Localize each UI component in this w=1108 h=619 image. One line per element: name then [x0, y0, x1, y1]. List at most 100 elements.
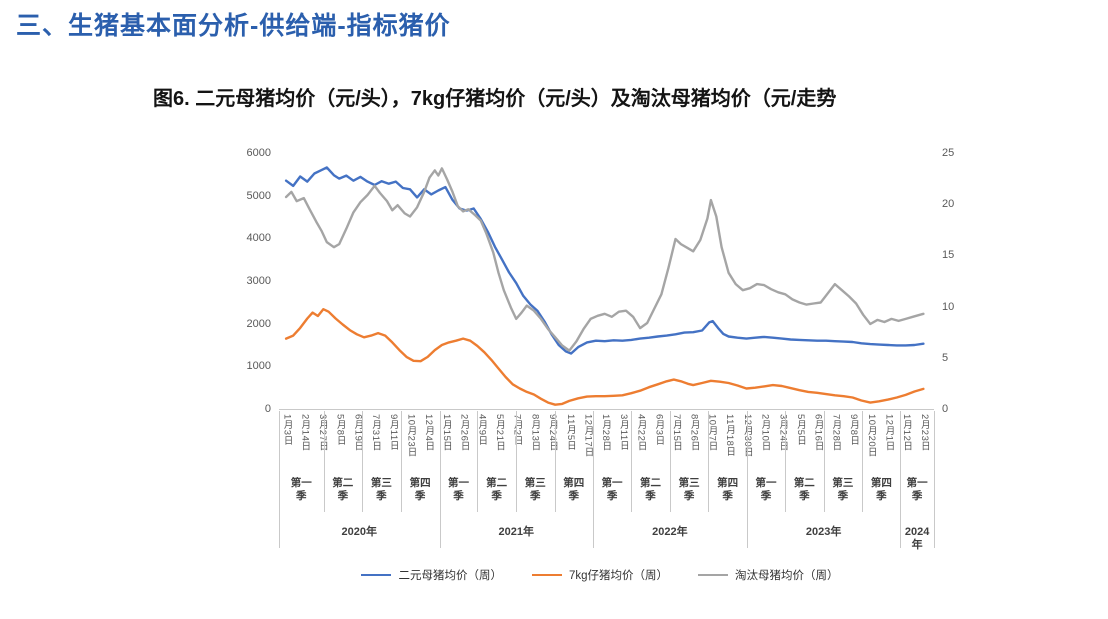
left-axis-tick-label: 2000 [246, 317, 271, 330]
x-axis-quarter-label: 第一季 [448, 477, 469, 502]
x-axis-date-label: 7月28日 [830, 414, 842, 452]
left-axis-tick-label: 1000 [246, 360, 271, 373]
axis-year-separator [900, 411, 901, 548]
right-axis-tick-label: 15 [942, 249, 955, 262]
x-axis-date-label: 7月31日 [370, 414, 382, 452]
legend-item: 二元母猪均价（周） [361, 567, 502, 583]
x-axis-date-label: 4月22日 [635, 414, 647, 452]
x-axis-year-label: 2021年 [498, 526, 534, 538]
legend-label: 7kg仔猪均价（周） [568, 570, 669, 582]
axis-quarter-separator [670, 411, 671, 512]
axis-quarter-separator [362, 411, 363, 512]
left-axis-tick-label: 5000 [246, 189, 271, 202]
x-axis-date-label: 8月13日 [529, 414, 541, 452]
x-axis-year-label: 2024年 [904, 526, 930, 552]
series-line-1 [284, 166, 925, 355]
x-axis-date-label: 9月11日 [387, 414, 399, 451]
x-axis-date-label: 5月21日 [494, 414, 505, 452]
axis-year-separator [279, 411, 280, 548]
axis-quarter-separator [631, 411, 632, 512]
left-axis-tick-label: 3000 [246, 275, 271, 287]
x-axis-year-label: 2023年 [805, 526, 842, 538]
axis-quarter-separator [516, 411, 517, 512]
x-axis-date-label: 4月9日 [476, 414, 488, 446]
x-axis-quarter-label: 第一季 [906, 477, 928, 502]
x-axis-quarter-label: 第二季 [486, 477, 508, 502]
legend-line-swatch [531, 574, 562, 576]
right-axis-tick-label: 10 [942, 300, 955, 313]
left-axis-tick-label: 0 [264, 403, 271, 415]
x-axis-date-label: 6月16日 [812, 414, 824, 452]
x-axis-date-label: 11月5日 [564, 414, 576, 451]
x-axis-quarter-label: 第三季 [678, 477, 700, 502]
x-axis-quarter-label: 第三季 [832, 477, 854, 502]
series-line-3 [284, 167, 925, 352]
x-axis-quarter-label: 第三季 [370, 477, 392, 502]
x-axis-date-label: 5月8日 [334, 414, 346, 446]
right-axis-tick-label: 20 [942, 198, 955, 211]
left-axis-tick-label: 4000 [246, 232, 271, 245]
x-axis-date-label: 10月23日 [405, 414, 417, 458]
x-axis-date-label: 8月26日 [688, 414, 700, 452]
series-line-2 [284, 308, 925, 406]
axis-quarter-separator [862, 411, 863, 512]
x-axis-quarter-label: 第一季 [290, 477, 312, 502]
x-axis-date-label: 6月19日 [352, 414, 364, 452]
x-axis-date-label: 2月26日 [458, 414, 470, 452]
x-axis-quarter-label: 第一季 [755, 477, 777, 502]
x-axis-date-label: 10月7日 [706, 414, 718, 452]
x-axis-quarter-label: 第四季 [870, 477, 892, 502]
x-axis-quarter-label: 第二季 [793, 477, 815, 502]
page-title: 三、生猪基本面分析-供给端-指标猪价 [16, 12, 451, 40]
x-axis-year-label: 2022年 [652, 526, 688, 538]
axis-year-separator [593, 411, 594, 548]
axis-quarter-separator [824, 411, 825, 512]
x-axis-quarter-label: 第一季 [601, 477, 623, 502]
axis-quarter-separator [477, 411, 478, 512]
x-axis-date-label: 6月3日 [653, 414, 665, 446]
x-axis-quarter-label: 第四季 [409, 477, 431, 502]
x-axis-quarter-label: 第二季 [639, 477, 661, 502]
x-axis-date-label: 9月24日 [547, 414, 559, 452]
right-axis-tick-label: 25 [942, 147, 955, 159]
axis-quarter-separator [555, 411, 556, 512]
legend-label: 淘汰母猪均价（周） [735, 570, 839, 582]
x-axis-quarter-label: 第四季 [717, 477, 739, 502]
x-axis-date-label: 3月27日 [316, 414, 328, 452]
x-axis-year-label: 2020年 [341, 526, 378, 538]
axis-year-separator [747, 411, 748, 548]
x-axis-date-label: 10月20日 [865, 414, 877, 458]
legend-label: 二元母猪均价（周） [398, 570, 502, 582]
x-axis-date-label: 1月12日 [901, 414, 913, 452]
axis-quarter-separator [708, 411, 709, 512]
chart-legend: 二元母猪均价（周） 7kg仔猪均价（周） 淘汰母猪均价（周） [250, 567, 950, 583]
x-axis-date-label: 11月18日 [724, 414, 736, 457]
legend-item: 淘汰母猪均价（周） [698, 567, 839, 583]
x-axis-date-label: 5月5日 [794, 414, 806, 446]
legend-line-swatch [361, 574, 392, 576]
axis-year-separator [440, 411, 441, 548]
x-axis-quarter-label: 第四季 [563, 477, 585, 502]
x-axis-date-label: 7月15日 [671, 414, 683, 452]
right-axis-tick-label: 0 [942, 403, 949, 415]
x-axis-date-label: 1月28日 [600, 414, 612, 452]
axis-quarter-separator [401, 411, 402, 512]
axis-quarter-separator [785, 411, 786, 512]
x-axis-date-label: 2月14日 [299, 414, 311, 452]
x-axis-date-label: 9月8日 [848, 414, 860, 446]
x-axis-quarter-label: 第二季 [332, 477, 354, 502]
x-axis-date-label: 12月4日 [423, 414, 435, 452]
x-axis-date-label: 2月23日 [918, 414, 930, 452]
right-axis-tick-label: 5 [942, 351, 949, 364]
x-axis-date-label: 1月15日 [440, 414, 452, 452]
x-axis-date-label: 1月3日 [281, 414, 293, 446]
legend-line-swatch [698, 574, 729, 576]
x-axis-date-label: 7月2日 [511, 414, 523, 446]
axis-year-separator [934, 411, 935, 548]
x-axis-date-label: 2月10日 [759, 414, 771, 452]
figure-title: 图6. 二元母猪均价（元/头），7kg仔猪均价（元/头）及淘汰母猪均价（元/走势 [153, 88, 837, 110]
x-axis-date-label: 12月1日 [883, 414, 895, 452]
x-axis-date-label: 12月17日 [582, 414, 594, 458]
x-axis-date-label: 3月11日 [617, 414, 629, 451]
